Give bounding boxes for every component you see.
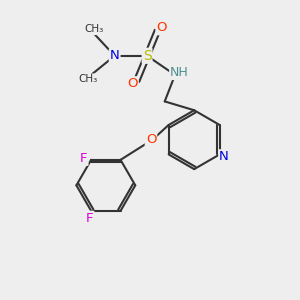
Text: CH₃: CH₃ (79, 74, 98, 84)
Text: NH: NH (170, 66, 189, 79)
Text: N: N (219, 150, 229, 163)
Text: N: N (110, 49, 119, 62)
Text: O: O (127, 77, 138, 90)
Text: S: S (143, 49, 152, 63)
Text: F: F (86, 212, 93, 225)
Text: F: F (80, 152, 88, 165)
Text: CH₃: CH₃ (84, 24, 104, 34)
Text: O: O (146, 133, 156, 146)
Text: O: O (157, 21, 167, 34)
